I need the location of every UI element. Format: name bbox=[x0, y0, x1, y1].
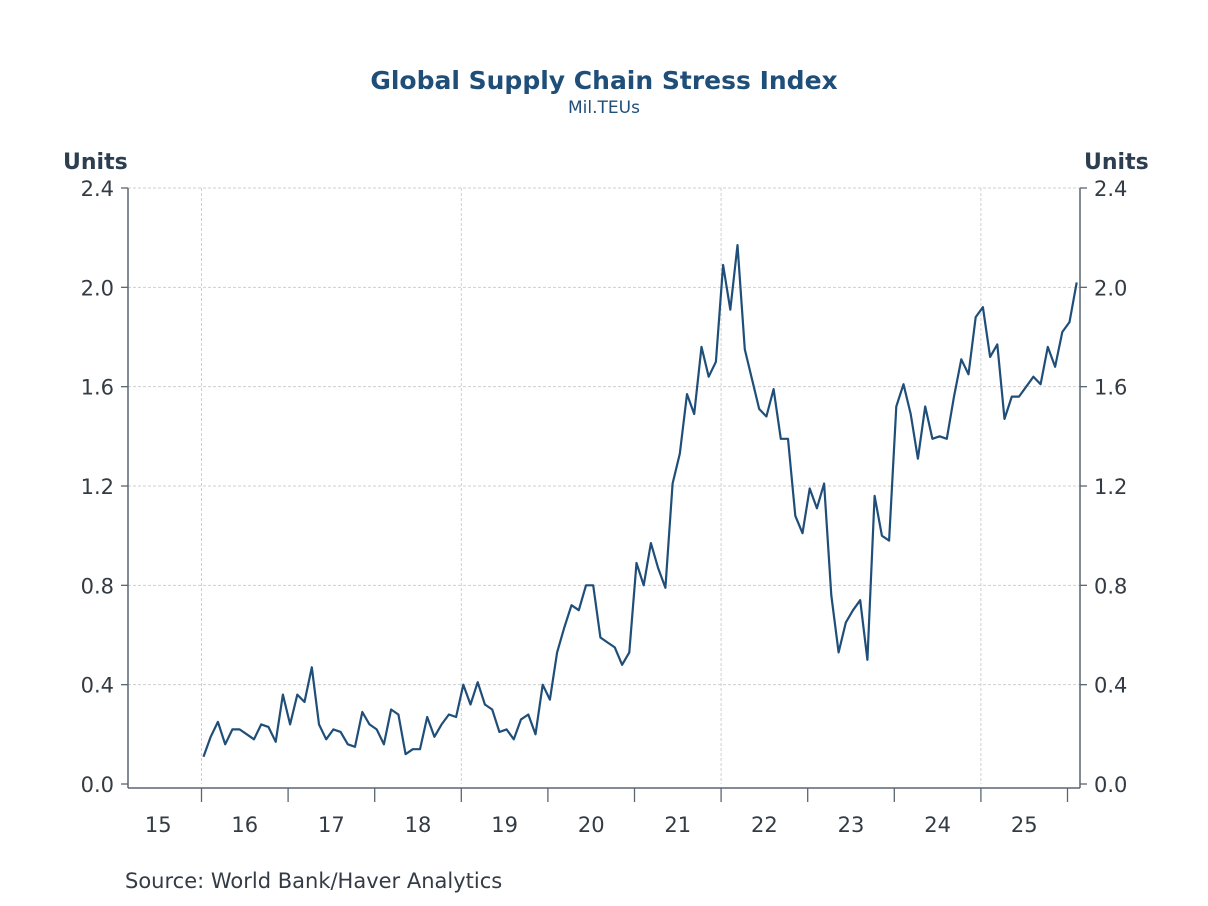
series-group bbox=[202, 244, 1078, 758]
left-y-tick-label: 1.6 bbox=[81, 376, 114, 400]
right-y-tick-label: 0.0 bbox=[1094, 773, 1127, 797]
x-tick-label: 15 bbox=[145, 813, 172, 837]
left-y-tick-label: 0.8 bbox=[81, 574, 114, 598]
left-y-tick-label: 2.0 bbox=[81, 276, 114, 300]
right-axis-label: Units bbox=[1084, 150, 1149, 175]
x-tick-label: 24 bbox=[924, 813, 951, 837]
x-tick-label: 18 bbox=[405, 813, 432, 837]
right-y-tick-label: 1.2 bbox=[1094, 475, 1127, 499]
series-line bbox=[202, 244, 1078, 758]
left-y-tick-label: 1.2 bbox=[81, 475, 114, 499]
right-y-tick-label: 2.4 bbox=[1094, 177, 1127, 201]
right-y-ticks: 0.0 0.4 0.8 1.2 1.6 2.0 2.4 bbox=[1080, 177, 1127, 797]
chart-title: Global Supply Chain Stress Index bbox=[370, 66, 838, 95]
x-tick-label: 20 bbox=[578, 813, 605, 837]
right-y-tick-label: 0.4 bbox=[1094, 674, 1127, 698]
chart-subtitle: Mil.TEUs bbox=[568, 98, 640, 118]
left-y-tick-label: 0.4 bbox=[81, 674, 114, 698]
right-y-tick-label: 1.6 bbox=[1094, 376, 1127, 400]
left-axis-label: Units bbox=[63, 150, 128, 175]
x-tick-label: 19 bbox=[491, 813, 518, 837]
axes bbox=[127, 188, 1081, 789]
x-tick-label: 21 bbox=[664, 813, 691, 837]
left-y-tick-label: 0.0 bbox=[81, 773, 114, 797]
x-tick-label: 25 bbox=[1011, 813, 1038, 837]
x-tick-label: 17 bbox=[318, 813, 345, 837]
source-note: Source: World Bank/Haver Analytics bbox=[125, 869, 503, 893]
x-tick-label: 23 bbox=[838, 813, 865, 837]
gridlines bbox=[128, 187, 1080, 784]
left-y-tick-label: 2.4 bbox=[81, 177, 114, 201]
left-y-ticks: 0.0 0.4 0.8 1.2 1.6 2.0 2.4 bbox=[81, 177, 128, 797]
right-y-tick-label: 0.8 bbox=[1094, 574, 1127, 598]
x-tick-label: 22 bbox=[751, 813, 778, 837]
x-tick-label: 16 bbox=[231, 813, 258, 837]
right-y-tick-label: 2.0 bbox=[1094, 276, 1127, 300]
x-ticks: 15 16 17 18 19 20 21 22 23 24 25 bbox=[145, 788, 1069, 837]
